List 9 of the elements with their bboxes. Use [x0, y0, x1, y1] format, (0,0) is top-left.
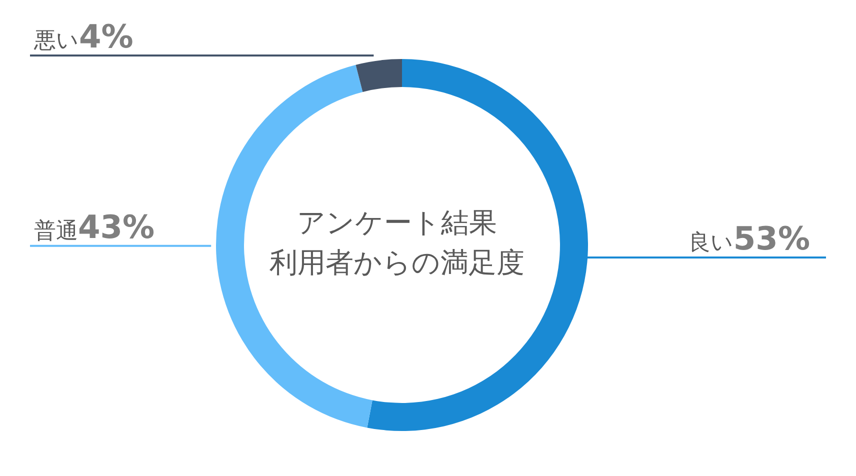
data-label: 4%	[79, 17, 134, 56]
data-label: 43%	[78, 208, 155, 246]
slice-label: 普通	[34, 218, 78, 244]
text: 利用者からの満足度	[270, 246, 524, 279]
donut-slice	[356, 59, 402, 92]
slice-label: 良い	[688, 230, 734, 256]
data-label: 53%	[733, 220, 810, 258]
slice-label: 悪い	[33, 28, 79, 54]
text: アンケート結果	[297, 206, 497, 239]
